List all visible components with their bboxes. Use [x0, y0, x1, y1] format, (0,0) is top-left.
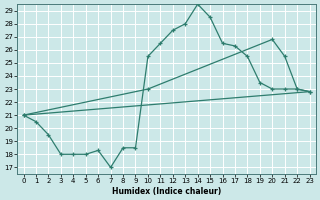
X-axis label: Humidex (Indice chaleur): Humidex (Indice chaleur) — [112, 187, 221, 196]
